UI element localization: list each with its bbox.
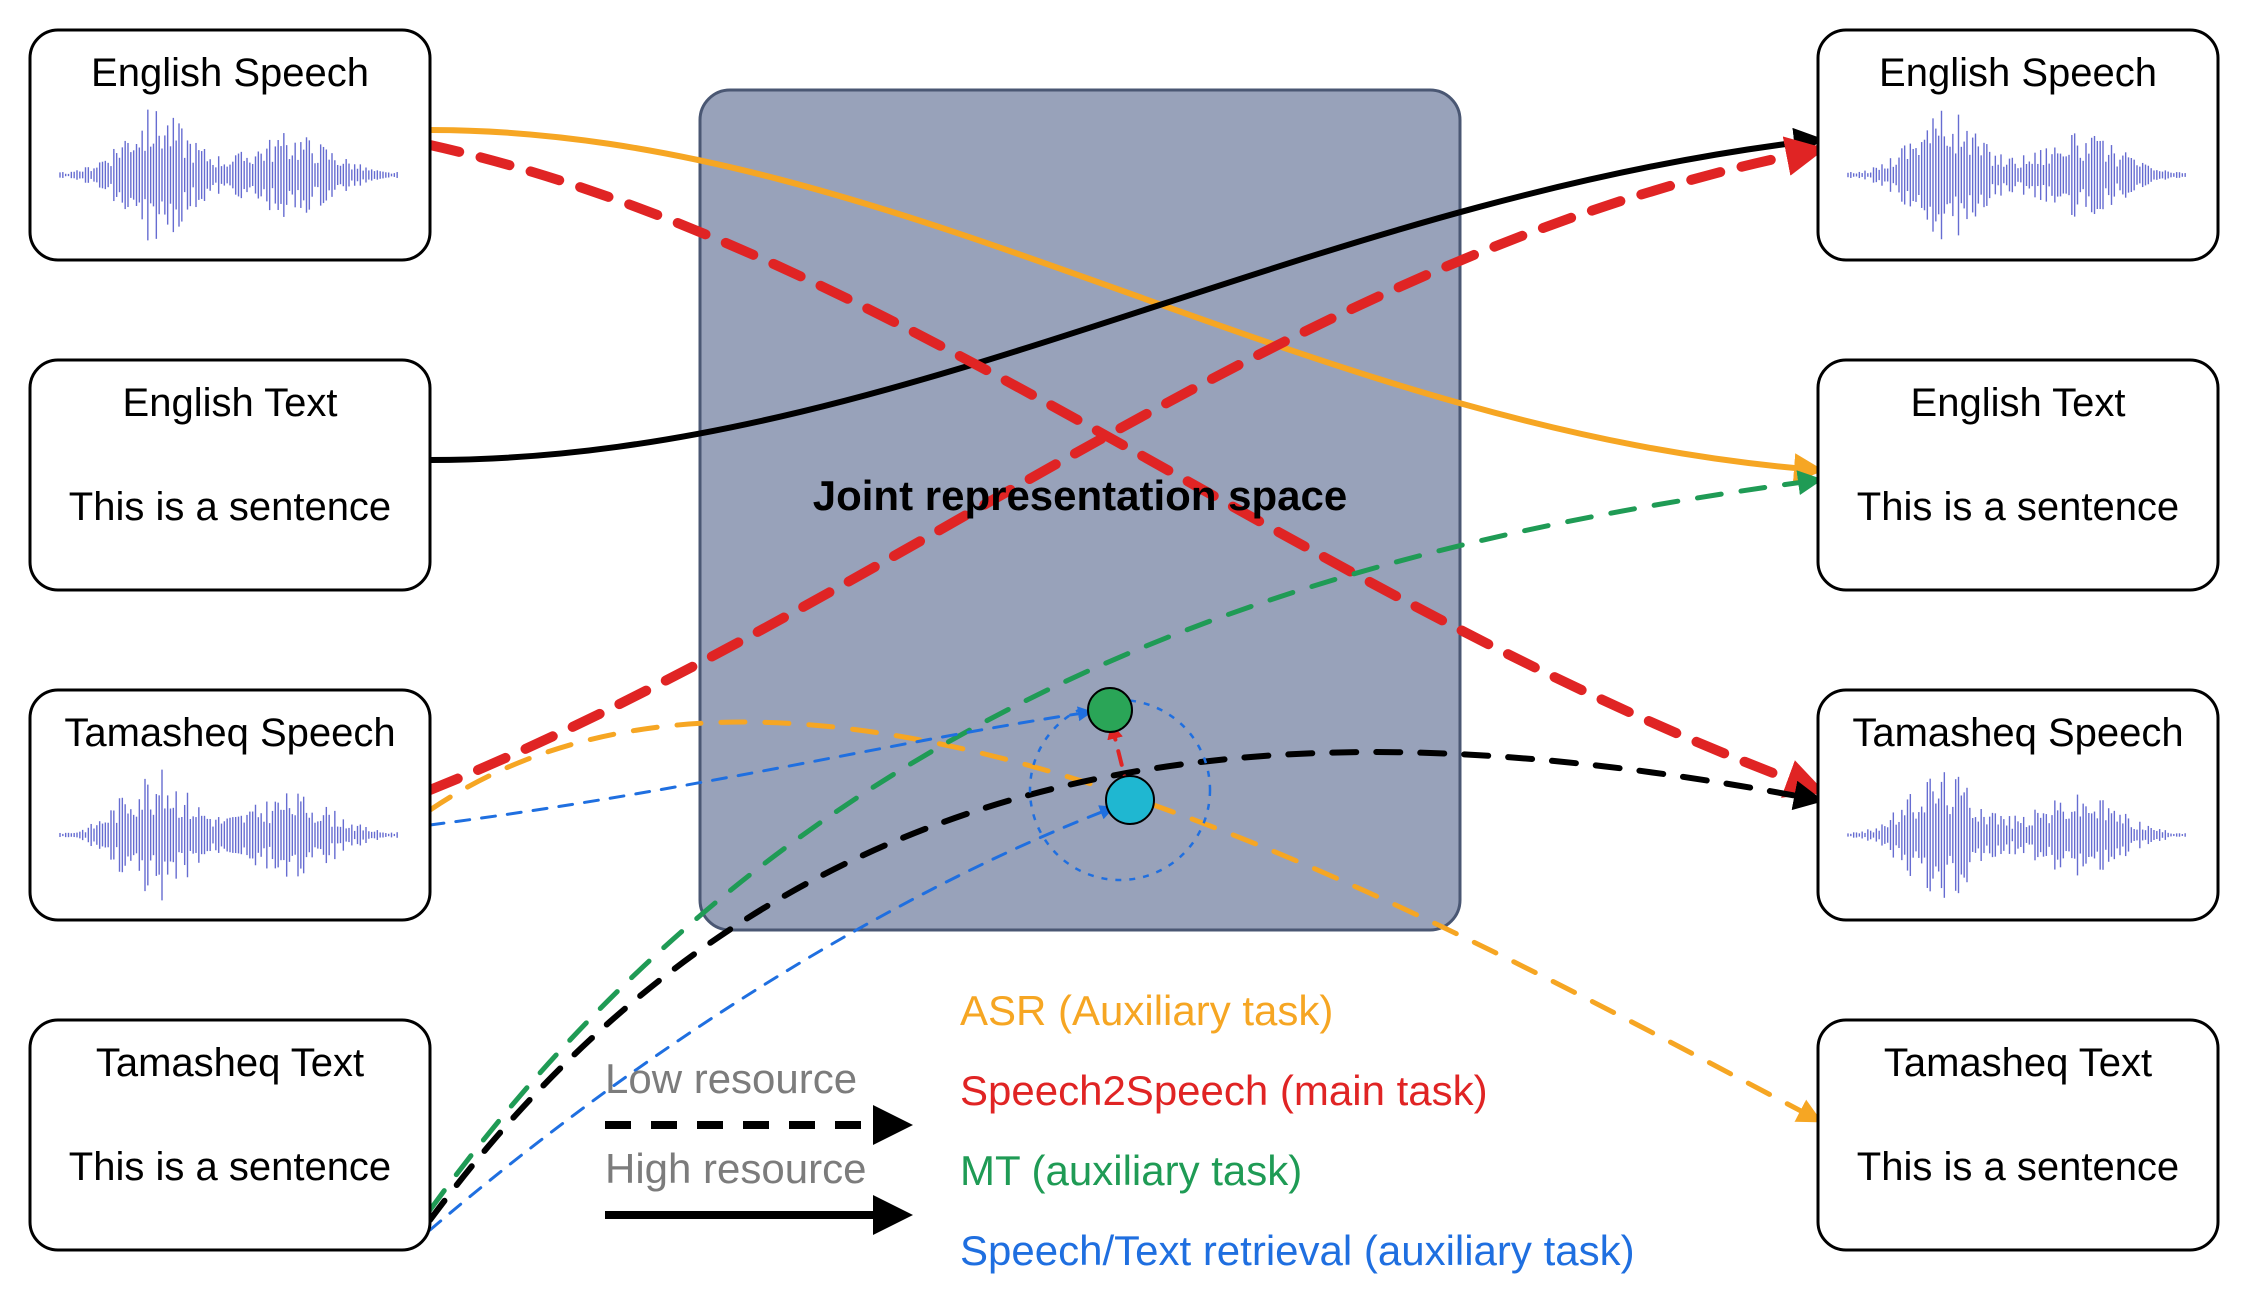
right-tamasheq_text-text: This is a sentence [1857, 1145, 2179, 1189]
right-english_text-title: English Text [1911, 381, 2126, 425]
legend-retrieval-label: Speech/Text retrieval (auxiliary task) [960, 1227, 1635, 1274]
left-tamasheq_text-box: Tamasheq Text This is a sentence [30, 1020, 430, 1250]
left-english_text-text: This is a sentence [69, 485, 391, 529]
left-english_speech-box: English Speech [30, 30, 430, 260]
right-tamasheq_text-title: Tamasheq Text [1884, 1041, 2152, 1085]
embed-point-green [1088, 688, 1132, 732]
right-tamasheq_text-box: Tamasheq Text This is a sentence [1818, 1020, 2218, 1250]
left-tamasheq_speech-box: Tamasheq Speech [30, 690, 430, 920]
legend-asr-label: ASR (Auxiliary task) [960, 987, 1333, 1034]
legend-low-resource-label: Low resource [605, 1055, 857, 1102]
left-english_speech-title: English Speech [91, 51, 369, 95]
right-english_speech-box: English Speech [1818, 30, 2218, 260]
right-english_text-text: This is a sentence [1857, 485, 2179, 529]
legend: Low resource High resource ASR (Auxiliary … [605, 987, 1635, 1274]
right-english_text-box: English Text This is a sentence [1818, 360, 2218, 590]
right-tamasheq_speech-title: Tamasheq Speech [1852, 711, 2183, 755]
embed-point-cyan [1106, 776, 1154, 824]
left-tamasheq_text-title: Tamasheq Text [96, 1041, 364, 1085]
left-tamasheq_text-text: This is a sentence [69, 1145, 391, 1189]
legend-high-resource-label: High resource [605, 1145, 866, 1192]
legend-mt-label: MT (auxiliary task) [960, 1147, 1302, 1194]
legend-s2s-label: Speech2Speech (main task) [960, 1067, 1488, 1114]
right-english_speech-title: English Speech [1879, 51, 2157, 95]
left-tamasheq_speech-title: Tamasheq Speech [64, 711, 395, 755]
center-title: Joint representation space [813, 472, 1348, 519]
left-english_text-box: English Text This is a sentence [30, 360, 430, 590]
right-tamasheq_speech-box: Tamasheq Speech [1818, 690, 2218, 920]
left-english_text-title: English Text [123, 381, 338, 425]
